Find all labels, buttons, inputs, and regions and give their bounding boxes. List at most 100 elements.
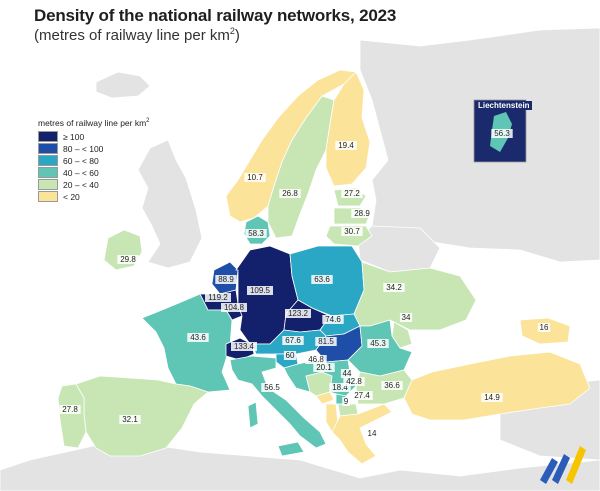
country-value-label: 27.2 bbox=[344, 189, 360, 198]
value-label-background bbox=[117, 255, 139, 264]
country-value-label: 27.4 bbox=[354, 391, 370, 400]
page-subtitle: (metres of railway line per km2) bbox=[34, 26, 240, 44]
value-label-background bbox=[59, 405, 81, 414]
country-value-label: 10.7 bbox=[247, 173, 263, 182]
value-label-background bbox=[491, 129, 513, 138]
legend-label: 20 – < 40 bbox=[63, 179, 99, 190]
country-value-label: 81.5 bbox=[318, 337, 334, 346]
country-france[interactable] bbox=[141, 293, 233, 393]
value-label-background bbox=[282, 336, 304, 345]
country-value-label: 34.2 bbox=[386, 283, 402, 292]
country-value-label: 30.7 bbox=[344, 227, 360, 236]
value-label-background bbox=[221, 303, 247, 312]
legend-swatch bbox=[38, 155, 58, 166]
value-label-background bbox=[305, 355, 327, 364]
legend-title-superscript: 2 bbox=[146, 118, 150, 125]
country-italy-sardinia[interactable] bbox=[247, 401, 259, 429]
value-label-background bbox=[351, 209, 373, 218]
country-value-label: 20.1 bbox=[316, 363, 332, 372]
logo-blue-stripe-2 bbox=[552, 454, 570, 484]
country-value-label: 44 bbox=[343, 369, 352, 378]
legend: metres of railway line per km2 ≥ 100 80 … bbox=[38, 118, 150, 203]
country-spain[interactable] bbox=[75, 375, 209, 457]
value-label-background bbox=[315, 337, 337, 346]
legend-item: 60 – < 80 bbox=[38, 155, 150, 166]
value-label-background bbox=[351, 391, 373, 400]
legend-item: 40 – < 60 bbox=[38, 167, 150, 178]
legend-item: < 20 bbox=[38, 191, 150, 202]
country-turkiye[interactable] bbox=[403, 351, 591, 421]
legend-title: metres of railway line per km2 bbox=[38, 118, 150, 128]
logo-blue-stripe bbox=[540, 458, 558, 484]
value-label-background bbox=[537, 323, 551, 332]
country-value-label: 14.9 bbox=[484, 393, 500, 402]
value-label-background bbox=[205, 293, 231, 302]
subtitle-superscript: 2 bbox=[229, 26, 235, 36]
country-value-label: 34 bbox=[402, 313, 411, 322]
subtitle-suffix: ) bbox=[234, 27, 240, 44]
country-value-label: 9 bbox=[344, 397, 349, 406]
value-label-background bbox=[399, 313, 413, 322]
legend-swatch bbox=[38, 131, 58, 142]
country-value-label: 104.8 bbox=[224, 303, 245, 312]
country-value-label: 88.9 bbox=[218, 275, 234, 284]
value-label-background bbox=[119, 415, 141, 424]
legend-item: 80 – < 100 bbox=[38, 143, 150, 154]
country-value-label: 26.8 bbox=[282, 189, 298, 198]
value-label-background bbox=[247, 286, 273, 295]
value-label-background bbox=[279, 189, 301, 198]
value-label-background bbox=[261, 383, 283, 392]
value-label-background bbox=[341, 189, 363, 198]
value-label-background bbox=[245, 229, 267, 238]
value-label-background bbox=[342, 397, 350, 406]
value-label-background bbox=[285, 309, 311, 318]
legend-swatch bbox=[38, 167, 58, 178]
subtitle-prefix: (metres of railway line per km bbox=[34, 27, 230, 44]
page-title: Density of the national railway networks… bbox=[34, 6, 397, 25]
legend-swatch bbox=[38, 143, 58, 154]
country-finland[interactable] bbox=[325, 71, 371, 187]
country-value-label: 109.5 bbox=[250, 286, 271, 295]
country-value-label: 16 bbox=[540, 323, 549, 332]
country-value-label: 18.4 bbox=[332, 383, 348, 392]
value-label-background bbox=[335, 141, 357, 150]
country-value-label: 14 bbox=[368, 429, 377, 438]
iceland-land bbox=[95, 71, 151, 99]
country-portugal[interactable] bbox=[57, 383, 87, 449]
country-moldova[interactable] bbox=[391, 321, 413, 349]
value-label-background bbox=[381, 381, 403, 390]
country-value-label: 36.6 bbox=[384, 381, 400, 390]
country-montenegro[interactable] bbox=[315, 391, 335, 405]
country-value-label: 67.6 bbox=[285, 336, 301, 345]
country-greece[interactable] bbox=[331, 403, 393, 465]
value-label-background bbox=[231, 342, 257, 351]
uk-land bbox=[137, 139, 203, 269]
value-labels: 29.8 27.8 32.1 43.6 119.2 88.9 104.8 109.5 133.4… bbox=[59, 129, 551, 438]
country-value-label: 133.4 bbox=[234, 342, 255, 351]
legend-label: 80 – < 100 bbox=[63, 143, 104, 154]
value-label-background bbox=[322, 315, 344, 324]
value-label-background bbox=[215, 275, 237, 284]
legend-item: 20 – < 40 bbox=[38, 179, 150, 190]
country-value-label: 74.6 bbox=[325, 315, 341, 324]
country-value-label: 58.3 bbox=[248, 229, 264, 238]
country-value-label: 45.3 bbox=[370, 339, 386, 348]
country-value-label: 46.8 bbox=[308, 355, 324, 364]
value-label-background bbox=[340, 369, 354, 378]
country-italy-sicily[interactable] bbox=[277, 441, 305, 457]
country-value-label: 60 bbox=[286, 351, 295, 360]
value-label-background bbox=[329, 383, 351, 392]
country-italy[interactable] bbox=[229, 355, 327, 449]
country-value-label: 63.6 bbox=[314, 275, 330, 284]
value-label-background bbox=[283, 351, 297, 360]
country-value-label: 28.9 bbox=[354, 209, 370, 218]
eurostat-logo bbox=[540, 446, 586, 484]
country-value-label: 56.5 bbox=[264, 383, 280, 392]
value-label-background bbox=[365, 429, 379, 438]
value-label-background bbox=[343, 377, 365, 386]
value-label-background bbox=[367, 339, 389, 348]
country-ukraine[interactable] bbox=[353, 261, 477, 331]
inset-value-label: 56.3 bbox=[494, 129, 510, 138]
inset-title: Liechtenstein bbox=[476, 101, 532, 110]
country-value-label: 119.2 bbox=[208, 293, 228, 302]
